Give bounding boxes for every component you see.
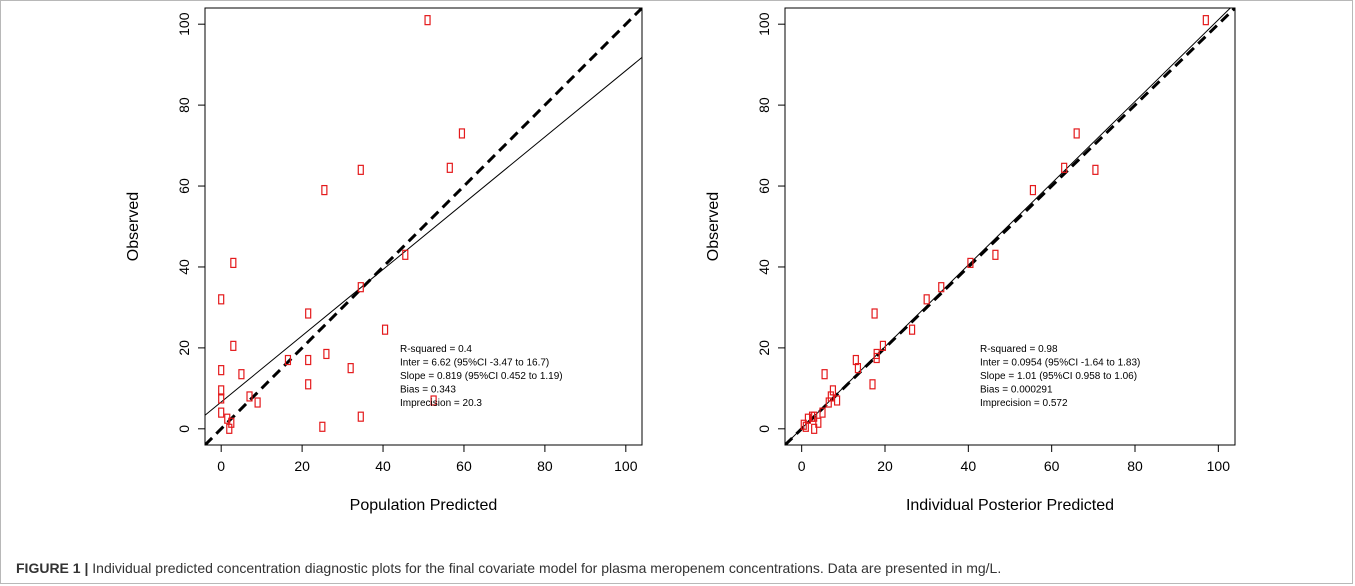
data-point: [358, 412, 363, 421]
chart-panel-1: 0 20 40 60 80 100 0 20 40 60 80 100 Population Predi…: [125, 8, 642, 514]
caption-label: FIGURE 1 |: [16, 560, 88, 576]
x-tick-label: 80: [537, 458, 553, 474]
data-point: [306, 380, 311, 389]
data-point: [1093, 165, 1098, 174]
y-tick-label: 60: [756, 178, 772, 194]
stats-line: Inter = 6.62 (95%CI -3.47 to 16.7): [400, 358, 549, 369]
x-tick-label: 80: [1127, 458, 1143, 474]
data-point: [870, 380, 875, 389]
stats-line: Inter = 0.0954 (95%CI -1.64 to 1.83): [980, 358, 1140, 369]
data-point: [231, 341, 236, 350]
data-point: [910, 325, 915, 334]
y-tick-label: 40: [176, 259, 192, 275]
data-point: [459, 129, 464, 138]
x-tick-label: 100: [1207, 458, 1231, 474]
x-axis-title: Individual Posterior Predicted: [906, 497, 1114, 514]
stats-line: Bias = 0.343: [400, 385, 456, 396]
caption-text: Individual predicted concentration diagn…: [88, 560, 1001, 576]
y-tick-label: 0: [756, 425, 772, 433]
stats-line: Slope = 1.01 (95%CI 0.958 to 1.06): [980, 371, 1137, 382]
x-tick-label: 40: [375, 458, 391, 474]
y-tick-label: 60: [176, 178, 192, 194]
stats-line: R-squared = 0.4: [400, 344, 472, 355]
y-tick-label: 100: [756, 12, 772, 36]
data-point: [239, 370, 244, 379]
data-point: [219, 366, 224, 375]
figure-panels: 0 20 40 60 80 100 0 20 40 60 80 100 Population Predi…: [0, 0, 1355, 545]
data-point: [348, 364, 353, 373]
data-point: [1030, 186, 1035, 195]
y-tick-label: 20: [756, 340, 772, 356]
y-axis-title: Observed: [125, 192, 142, 261]
x-tick-label: 20: [877, 458, 893, 474]
data-point: [324, 349, 329, 358]
stats-line: Imprecision = 0.572: [980, 398, 1068, 409]
data-point: [219, 408, 224, 417]
data-point: [231, 258, 236, 267]
x-tick-label: 0: [217, 458, 225, 474]
x-tick-label: 40: [961, 458, 977, 474]
y-tick-label: 100: [176, 12, 192, 36]
stats-line: Slope = 0.819 (95%CI 0.452 to 1.19): [400, 371, 563, 382]
stats-line: R-squared = 0.98: [980, 344, 1058, 355]
data-point: [1074, 129, 1079, 138]
data-point: [358, 165, 363, 174]
data-point: [320, 422, 325, 431]
data-point: [255, 398, 260, 407]
y-tick-label: 80: [756, 97, 772, 113]
figure-caption: FIGURE 1 | Individual predicted concentr…: [16, 560, 1001, 576]
data-point: [306, 356, 311, 365]
data-point: [219, 295, 224, 304]
data-point: [447, 163, 452, 172]
y-axis-title: Observed: [705, 192, 722, 261]
x-tick-label: 60: [1044, 458, 1060, 474]
data-point: [1203, 16, 1208, 25]
x-tick-label: 20: [294, 458, 310, 474]
y-tick-label: 40: [756, 259, 772, 275]
x-tick-label: 0: [798, 458, 806, 474]
data-point: [425, 16, 430, 25]
y-tick-label: 0: [176, 425, 192, 433]
data-point: [383, 325, 388, 334]
data-point: [306, 309, 311, 318]
stats-line: Bias = 0.000291: [980, 385, 1053, 396]
data-point: [872, 309, 877, 318]
x-axis-title: Population Predicted: [350, 497, 498, 514]
data-point: [993, 250, 998, 259]
data-point: [822, 370, 827, 379]
y-tick-label: 20: [176, 340, 192, 356]
x-tick-label: 100: [614, 458, 638, 474]
data-point: [924, 295, 929, 304]
data-point: [322, 186, 327, 195]
stats-line: Imprecision = 20.3: [400, 398, 482, 409]
y-tick-label: 80: [176, 97, 192, 113]
x-tick-label: 60: [456, 458, 472, 474]
chart-panel-2: 0 20 40 60 80 100 0 20 40 60 80 100 Individual Poste…: [705, 3, 1235, 514]
